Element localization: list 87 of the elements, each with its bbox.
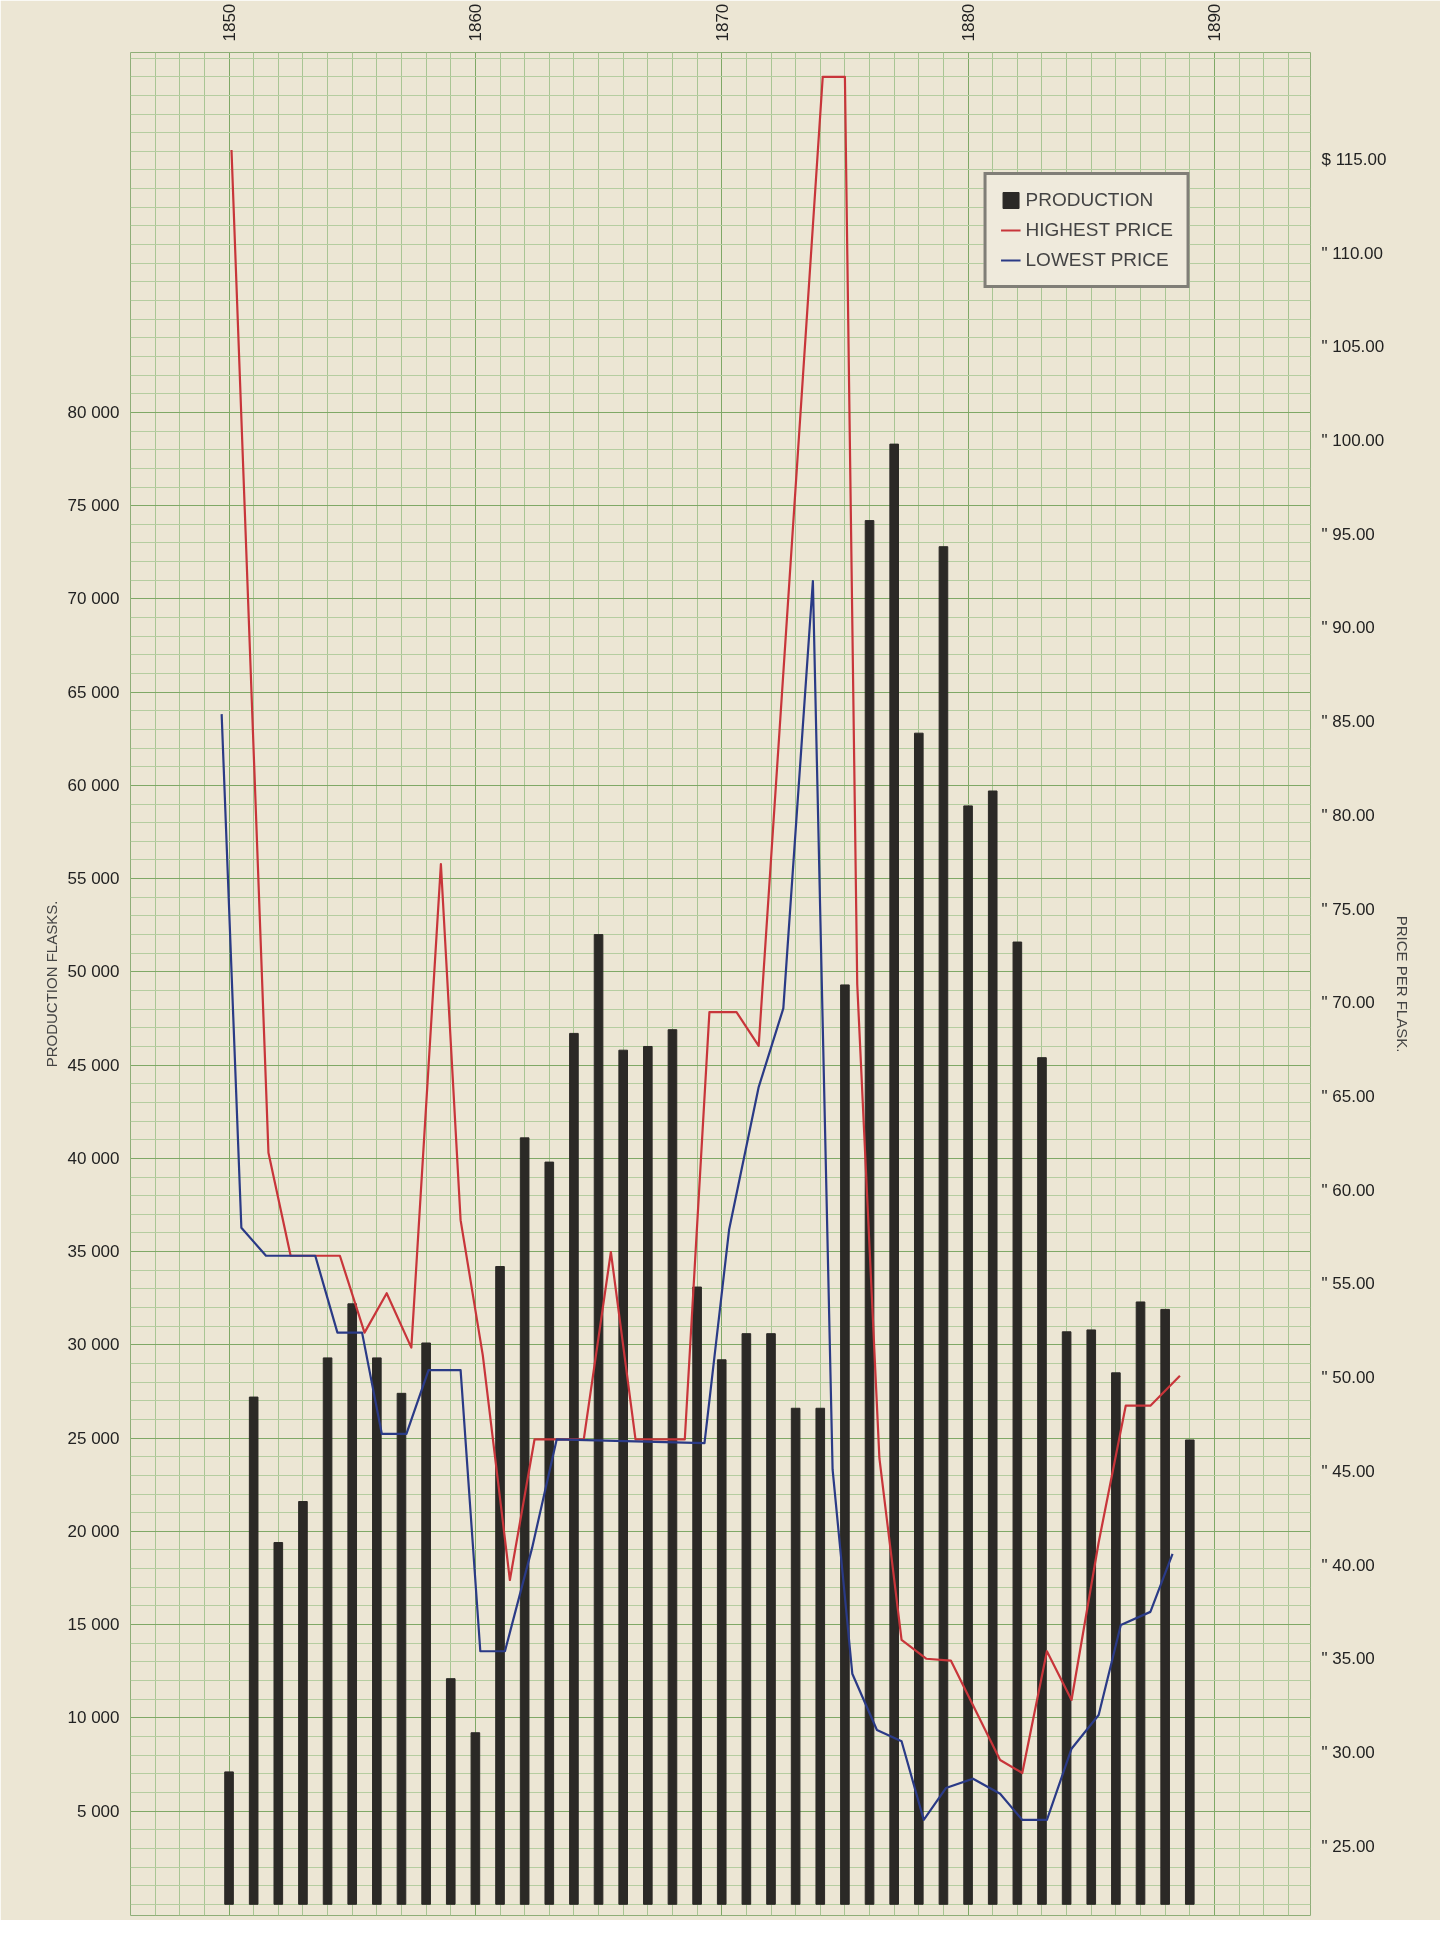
y2-tick-label: " 105.00 <box>1321 337 1385 357</box>
y2-tick-label: " 75.00 <box>1321 899 1375 919</box>
line-series <box>220 579 1174 1822</box>
bar <box>519 1137 530 1905</box>
y2-tick-label: " 110.00 <box>1321 243 1383 263</box>
y2-tick-label: " 90.00 <box>1321 618 1375 638</box>
bar <box>347 1303 358 1905</box>
y-tick-label: 70 000 <box>67 589 120 609</box>
y-tick-label: 25 000 <box>67 1428 120 1448</box>
bar <box>667 1029 678 1905</box>
bar <box>766 1333 776 1905</box>
bar <box>938 546 949 1905</box>
y2-tick-label: " 45.00 <box>1321 1461 1375 1481</box>
y2-tick-label: " 50.00 <box>1321 1368 1375 1388</box>
bar <box>1160 1308 1170 1905</box>
x-tick-label: 1860 <box>466 3 486 42</box>
y-tick-label: 50 000 <box>67 962 120 982</box>
y2-tick-label: " 60.00 <box>1321 1180 1375 1200</box>
bar <box>963 805 973 1905</box>
y-tick-label: 20 000 <box>67 1521 120 1541</box>
bar <box>421 1342 431 1905</box>
y-tick-label: 10 000 <box>67 1708 120 1728</box>
bar <box>889 443 899 1905</box>
y2-tick-label: " 85.00 <box>1321 712 1375 732</box>
bar <box>815 1407 826 1905</box>
legend-label: PRODUCTION <box>1025 189 1154 211</box>
y2-tick-label: " 25.00 <box>1321 1836 1375 1856</box>
bar <box>544 1161 555 1905</box>
x-tick-label: 1850 <box>220 3 240 42</box>
line-series <box>230 75 1182 1775</box>
bar <box>372 1357 382 1905</box>
bar <box>1184 1439 1195 1905</box>
y-tick-label: 80 000 <box>67 402 120 422</box>
y2-tick-label: " 65.00 <box>1321 1086 1375 1106</box>
y-axis-title: PRODUCTION FLASKS. <box>42 900 60 1068</box>
y-tick-label: 30 000 <box>67 1335 120 1355</box>
bar <box>790 1407 801 1905</box>
bar <box>1135 1301 1146 1905</box>
bar <box>741 1333 752 1905</box>
bar <box>1111 1372 1121 1905</box>
y2-tick-label: " 40.00 <box>1321 1555 1375 1575</box>
y2-tick-label: " 95.00 <box>1321 524 1375 544</box>
y-tick-label: 75 000 <box>67 496 120 516</box>
bar <box>618 1049 628 1905</box>
x-tick-label: 1870 <box>712 3 732 42</box>
y-tick-label: 40 000 <box>67 1148 120 1168</box>
y-tick-label: 35 000 <box>67 1242 120 1262</box>
bar <box>569 1032 579 1905</box>
y-tick-label: 15 000 <box>67 1615 120 1635</box>
bar <box>248 1396 259 1905</box>
y2-tick-label: " 55.00 <box>1321 1274 1375 1294</box>
legend-label: HIGHEST PRICE <box>1025 219 1173 241</box>
bar <box>224 1771 234 1905</box>
bar <box>643 1045 653 1905</box>
y2-tick-label: " 70.00 <box>1321 993 1375 1013</box>
bar <box>914 732 924 1905</box>
bar <box>692 1286 702 1905</box>
y-tick-label: 65 000 <box>67 682 120 702</box>
y2-axis-title: PRICE PER FLASK. <box>1394 915 1412 1053</box>
y2-tick-label: " 30.00 <box>1321 1742 1375 1762</box>
bar <box>716 1359 727 1905</box>
bar <box>987 790 998 1905</box>
legend-label: LOWEST PRICE <box>1025 249 1169 271</box>
bar <box>840 984 850 1905</box>
bar <box>445 1678 456 1905</box>
bar <box>1086 1329 1097 1905</box>
bar <box>1037 1057 1047 1905</box>
bar <box>322 1357 333 1905</box>
bar <box>1061 1331 1072 1905</box>
bar <box>864 520 875 1905</box>
y2-tick-label: " 100.00 <box>1321 430 1385 450</box>
y2-tick-label: " 35.00 <box>1321 1649 1375 1669</box>
y2-tick-label: $ 115.00 <box>1321 149 1387 169</box>
bar <box>495 1266 505 1905</box>
x-tick-label: 1880 <box>959 3 979 42</box>
y2-tick-label: " 80.00 <box>1321 805 1375 825</box>
y-tick-label: 60 000 <box>67 775 120 795</box>
bar <box>593 934 604 1905</box>
bar <box>298 1501 308 1905</box>
x-tick-label: 1890 <box>1205 3 1225 42</box>
y-tick-label: 55 000 <box>67 869 120 889</box>
y-tick-label: 5 000 <box>76 1801 120 1821</box>
bar <box>470 1732 481 1905</box>
bar <box>396 1392 407 1905</box>
y-tick-label: 45 000 <box>67 1055 120 1075</box>
bar <box>1012 941 1023 1905</box>
bar <box>273 1542 284 1905</box>
